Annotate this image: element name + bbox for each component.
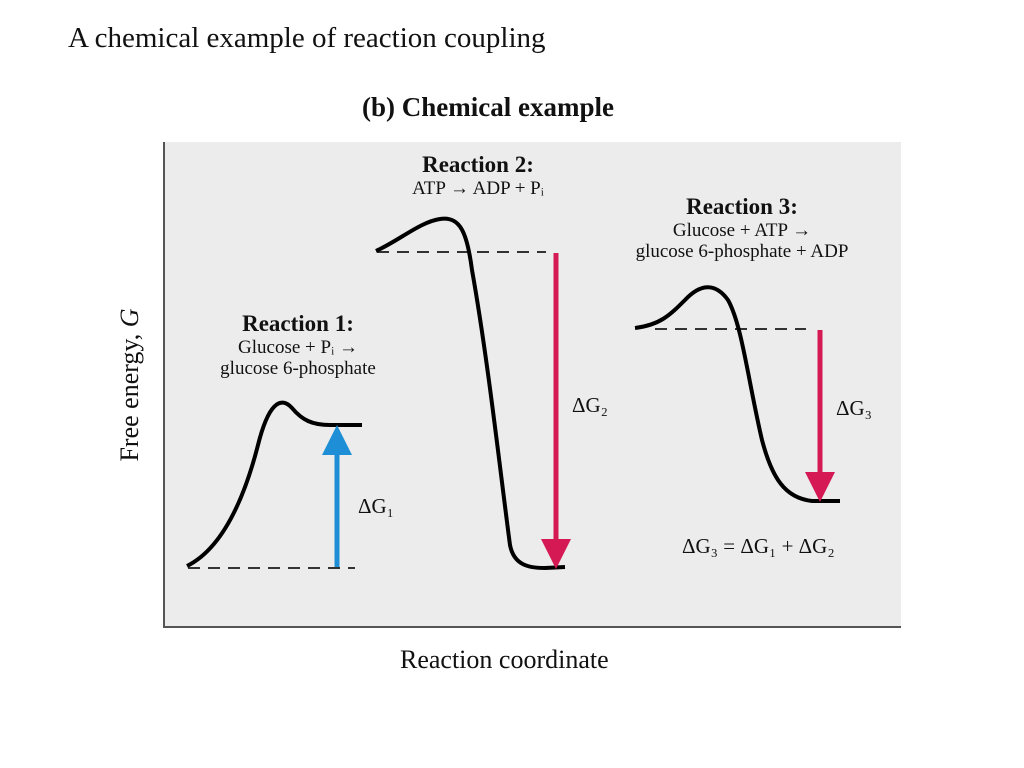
panel-title: (b) Chemical example [362, 92, 614, 122]
reaction-3-equation-line2: glucose 6-phosphate + ADP [635, 241, 849, 263]
reaction-3-label: Reaction 3: Glucose + ATP → glucose 6-ph… [592, 194, 892, 262]
reaction-3-equation-line1: Glucose + ATP → [672, 219, 812, 241]
reaction-3-energy-curve [634, 285, 840, 503]
y-axis-label-text: Free energy, [115, 327, 144, 462]
y-axis-label-symbol: G [115, 308, 144, 328]
reaction-2-heading: Reaction 2: [422, 152, 534, 177]
reaction-1-equation-line1: Glucose + Pᵢ → [238, 336, 358, 358]
reaction-1-equation-line2: glucose 6-phosphate [220, 358, 376, 380]
summary-equation: ΔG₃ = ΔG₁ + ΔG₂ [682, 534, 835, 558]
reaction-1-heading: Reaction 1: [242, 311, 354, 336]
reaction-2-energy-curve [375, 216, 566, 571]
x-axis-line [163, 626, 901, 628]
reaction-2-label: Reaction 2: ATP → ADP + Pᵢ [370, 152, 586, 199]
x-axis-label: Reaction coordinate [400, 645, 609, 674]
plot-area [163, 142, 901, 627]
slide-title: A chemical example of reaction coupling [68, 22, 546, 54]
y-axis-label: Free energy, G [115, 308, 145, 461]
delta-g2-label: ΔG₂ [572, 393, 608, 417]
delta-g3-label: ΔG₃ [836, 396, 872, 420]
reaction-1-label: Reaction 1: Glucose + Pᵢ → glucose 6-pho… [188, 311, 408, 379]
y-axis-line [163, 142, 165, 628]
reaction-1-energy-curve [186, 400, 362, 568]
reaction-3-heading: Reaction 3: [686, 194, 798, 219]
delta-g1-label: ΔG₁ [358, 494, 394, 518]
reaction-2-equation-line1: ATP → ADP + Pᵢ [412, 177, 544, 199]
